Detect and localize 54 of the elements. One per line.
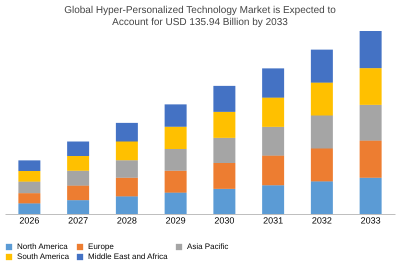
- legend-label: South America: [17, 252, 70, 261]
- bar: [67, 142, 90, 156]
- bar: [116, 178, 138, 196]
- legend-label: Asia Pacific: [187, 242, 228, 251]
- bar: [360, 31, 382, 68]
- bar: [67, 170, 90, 186]
- x-tick-label: 2029: [166, 216, 186, 226]
- bar: [360, 68, 382, 105]
- bar: [310, 181, 333, 214]
- bar: [116, 196, 138, 214]
- bar: [67, 186, 90, 200]
- legend-label: Middle East and Africa: [88, 252, 168, 261]
- bar: [262, 185, 284, 214]
- bar: [116, 160, 138, 178]
- x-tick-label: 2027: [68, 216, 88, 226]
- bar: [164, 104, 187, 127]
- bar: [18, 203, 40, 214]
- bar: [310, 50, 333, 83]
- bar: [262, 98, 284, 127]
- bar: [262, 68, 284, 98]
- bar: [360, 178, 382, 214]
- bar: [164, 170, 187, 193]
- bar: [213, 112, 236, 138]
- x-tick-label: 2026: [19, 216, 40, 226]
- bar: [164, 149, 187, 171]
- bar: [116, 122, 138, 142]
- bar: [18, 182, 40, 194]
- bar: [18, 193, 40, 204]
- bar: [213, 162, 236, 189]
- legend-label: North America: [17, 242, 68, 251]
- x-tick-label: 2031: [263, 216, 284, 226]
- bar: [67, 200, 90, 214]
- bar: [18, 160, 40, 171]
- bar: [164, 192, 187, 214]
- bar: [213, 188, 236, 214]
- bar: [262, 126, 284, 156]
- bar: [116, 142, 138, 160]
- bar: [213, 138, 236, 163]
- x-tick-label: 2028: [116, 216, 137, 226]
- x-tick-label: 2032: [312, 216, 332, 226]
- bar: [164, 126, 187, 150]
- bar: [310, 148, 333, 182]
- bar: [262, 156, 284, 186]
- bar: [310, 82, 333, 116]
- bar: [67, 156, 90, 171]
- bar: [360, 140, 382, 178]
- chart-title: Global Hyper-Personalized Technology Market is Expected to Account for USD 135.94 Billion by 2033: [64, 5, 336, 28]
- bar: [360, 104, 382, 141]
- bar: [18, 170, 40, 182]
- x-tick-label: 2030: [214, 216, 234, 226]
- bar: [310, 116, 333, 148]
- bar: [213, 86, 236, 112]
- legend-label: Europe: [88, 242, 114, 251]
- x-tick-label: 2033: [360, 216, 381, 226]
